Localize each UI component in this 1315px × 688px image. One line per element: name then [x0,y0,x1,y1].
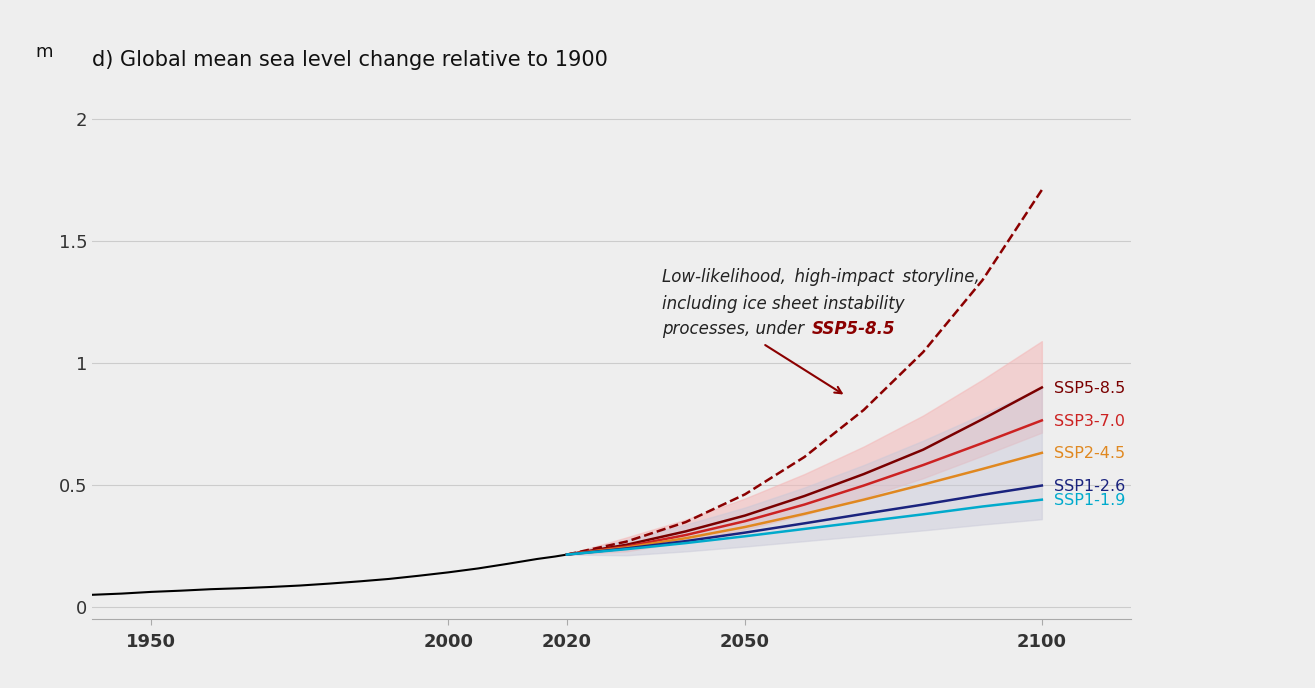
Text: SSP1-1.9: SSP1-1.9 [1053,493,1126,508]
Text: SSP5-8.5: SSP5-8.5 [1053,381,1124,396]
Text: SSP3-7.0: SSP3-7.0 [1053,414,1124,429]
Text: SSP2-4.5: SSP2-4.5 [1053,447,1124,462]
Text: Low-likelihood,  high-impact  storyline,: Low-likelihood, high-impact storyline, [661,268,980,286]
Text: processes, under: processes, under [661,321,809,338]
Text: m: m [36,43,53,61]
Text: SSP1-2.6: SSP1-2.6 [1053,479,1124,494]
Text: d) Global mean sea level change relative to 1900: d) Global mean sea level change relative… [92,50,608,70]
Text: including ice sheet instability: including ice sheet instability [661,294,905,313]
Text: SSP5-8.5: SSP5-8.5 [813,321,896,338]
